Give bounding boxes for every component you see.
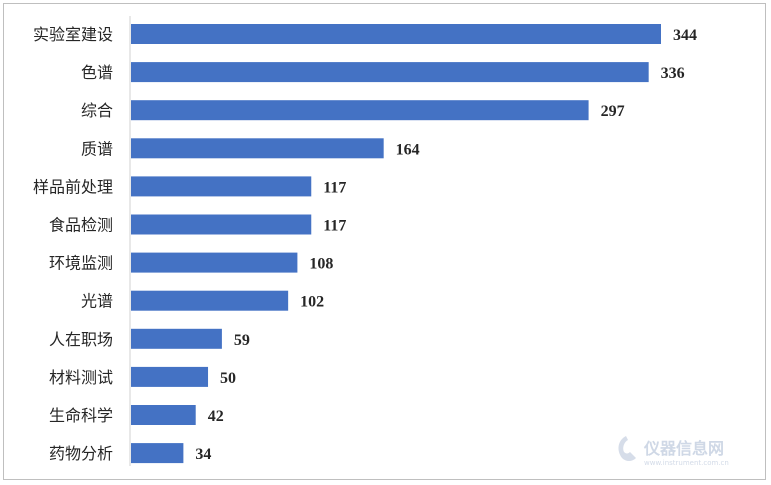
watermark-url: www.instrument.com.cn [644,459,729,467]
bar [131,62,649,83]
bar [131,405,196,425]
data-label: 336 [661,65,685,82]
data-label: 164 [396,141,420,158]
category-label: 质谱 [81,139,113,158]
watermark-logo-icon [618,436,636,461]
bar [131,366,209,387]
bar [131,138,384,159]
category-label: 食品检测 [49,216,113,235]
category-label: 环境监测 [49,254,113,273]
data-label: 117 [323,179,346,196]
category-label: 样品前处理 [33,177,113,196]
bar [131,176,312,197]
bar [131,252,298,273]
bar [131,328,222,349]
data-label: 297 [601,103,625,120]
data-label: 59 [234,332,250,349]
category-label: 综合 [81,101,113,120]
category-label: 色谱 [81,63,113,82]
data-label: 102 [300,294,324,311]
bar [131,24,662,44]
data-label: 108 [309,256,333,273]
watermark-text: 仪器信息网 [643,439,724,458]
bar [131,214,312,235]
category-label: 实验室建设 [33,25,113,44]
data-label: 34 [195,446,211,463]
data-label: 42 [208,408,224,425]
category-label: 生命科学 [49,406,113,425]
bar [131,443,184,464]
data-label: 50 [220,370,236,387]
watermark: 仪器信息网 www.instrument.com.cn [618,436,729,467]
bar [131,100,589,121]
category-label: 人在职场 [49,330,113,349]
data-label: 344 [673,27,697,44]
data-label: 117 [323,218,346,235]
category-label: 材料测试 [49,368,113,387]
bar [131,290,289,311]
category-label: 药物分析 [49,444,113,463]
category-label: 光谱 [81,292,113,311]
